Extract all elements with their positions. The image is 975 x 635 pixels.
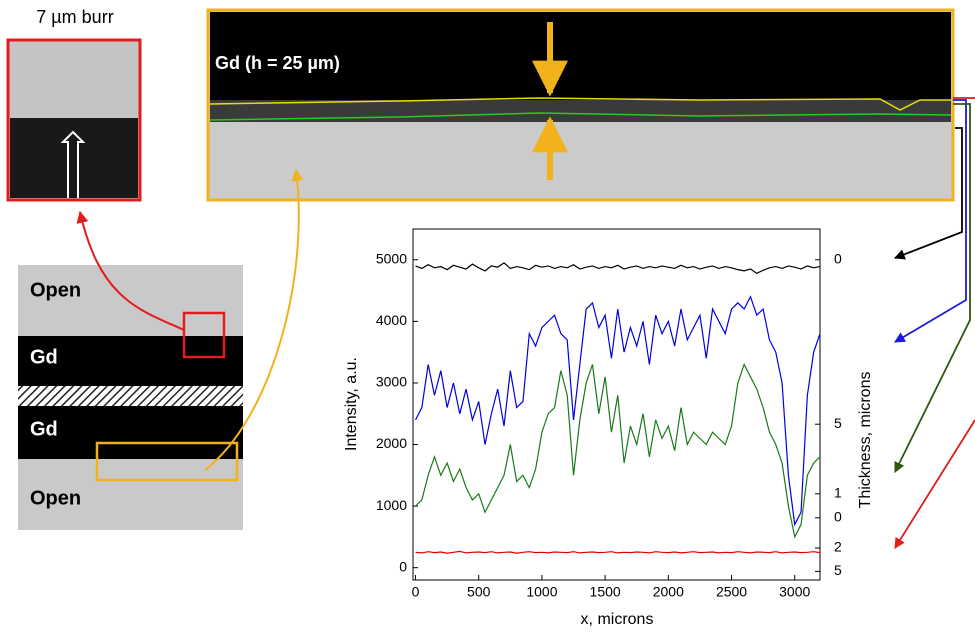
link-arrow xyxy=(893,127,963,260)
gd-label: Gd xyxy=(30,346,58,368)
open-label: Open xyxy=(30,279,81,301)
y2-axis-label: Thickness, microns xyxy=(857,372,874,509)
x-tick-label: 3000 xyxy=(779,584,810,600)
series-line xyxy=(415,262,821,275)
strip-label: Gd (h = 25 µm) xyxy=(215,53,340,73)
y2-tick-label: 0 xyxy=(834,509,842,525)
y-tick-label: 4000 xyxy=(376,312,407,328)
x-axis-label: x, microns xyxy=(581,611,654,628)
series-line xyxy=(414,295,821,527)
burr-box xyxy=(182,311,226,359)
gd-label: Gd xyxy=(30,418,58,440)
link-arrow xyxy=(204,168,304,471)
y-axis-label: Intensity, a.u. xyxy=(343,357,360,451)
gd-band xyxy=(18,336,243,386)
y2-tick-label: 5 xyxy=(834,562,842,578)
y2-tick-label: 2 xyxy=(834,539,842,555)
x-tick-label: 2500 xyxy=(716,584,747,600)
y-tick-label: 5000 xyxy=(376,250,407,266)
edge-yellow xyxy=(209,97,951,111)
x-tick-label: 0 xyxy=(412,584,420,600)
strip-dark xyxy=(210,12,951,102)
link-arrow xyxy=(894,103,971,473)
burr-label: 7 µm burr xyxy=(36,7,113,27)
y2-tick-label: 1 xyxy=(834,484,842,500)
strip-box xyxy=(95,441,239,482)
x-tick-label: 2000 xyxy=(653,584,684,600)
y-tick-label: 1000 xyxy=(376,497,407,513)
y2-tick-label: 5 xyxy=(834,415,842,431)
y-tick-label: 0 xyxy=(399,558,407,574)
gd-band xyxy=(18,406,243,459)
link-arrow xyxy=(76,210,185,331)
edge-green xyxy=(209,112,952,121)
x-tick-label: 500 xyxy=(467,584,491,600)
open-label: Open xyxy=(30,487,81,509)
break-band xyxy=(18,386,243,406)
plot-frame xyxy=(412,228,821,581)
burr-arrow xyxy=(60,130,86,198)
y2-tick-label: 0 xyxy=(834,250,842,266)
series-line xyxy=(415,550,821,554)
y-tick-label: 2000 xyxy=(376,435,407,451)
series-line xyxy=(415,362,821,539)
link-arrow xyxy=(894,99,967,343)
x-tick-label: 1000 xyxy=(526,584,557,600)
y-tick-label: 3000 xyxy=(376,374,407,390)
x-tick-label: 1500 xyxy=(590,584,621,600)
link-arrow xyxy=(895,97,975,548)
burr-dark xyxy=(10,118,138,198)
